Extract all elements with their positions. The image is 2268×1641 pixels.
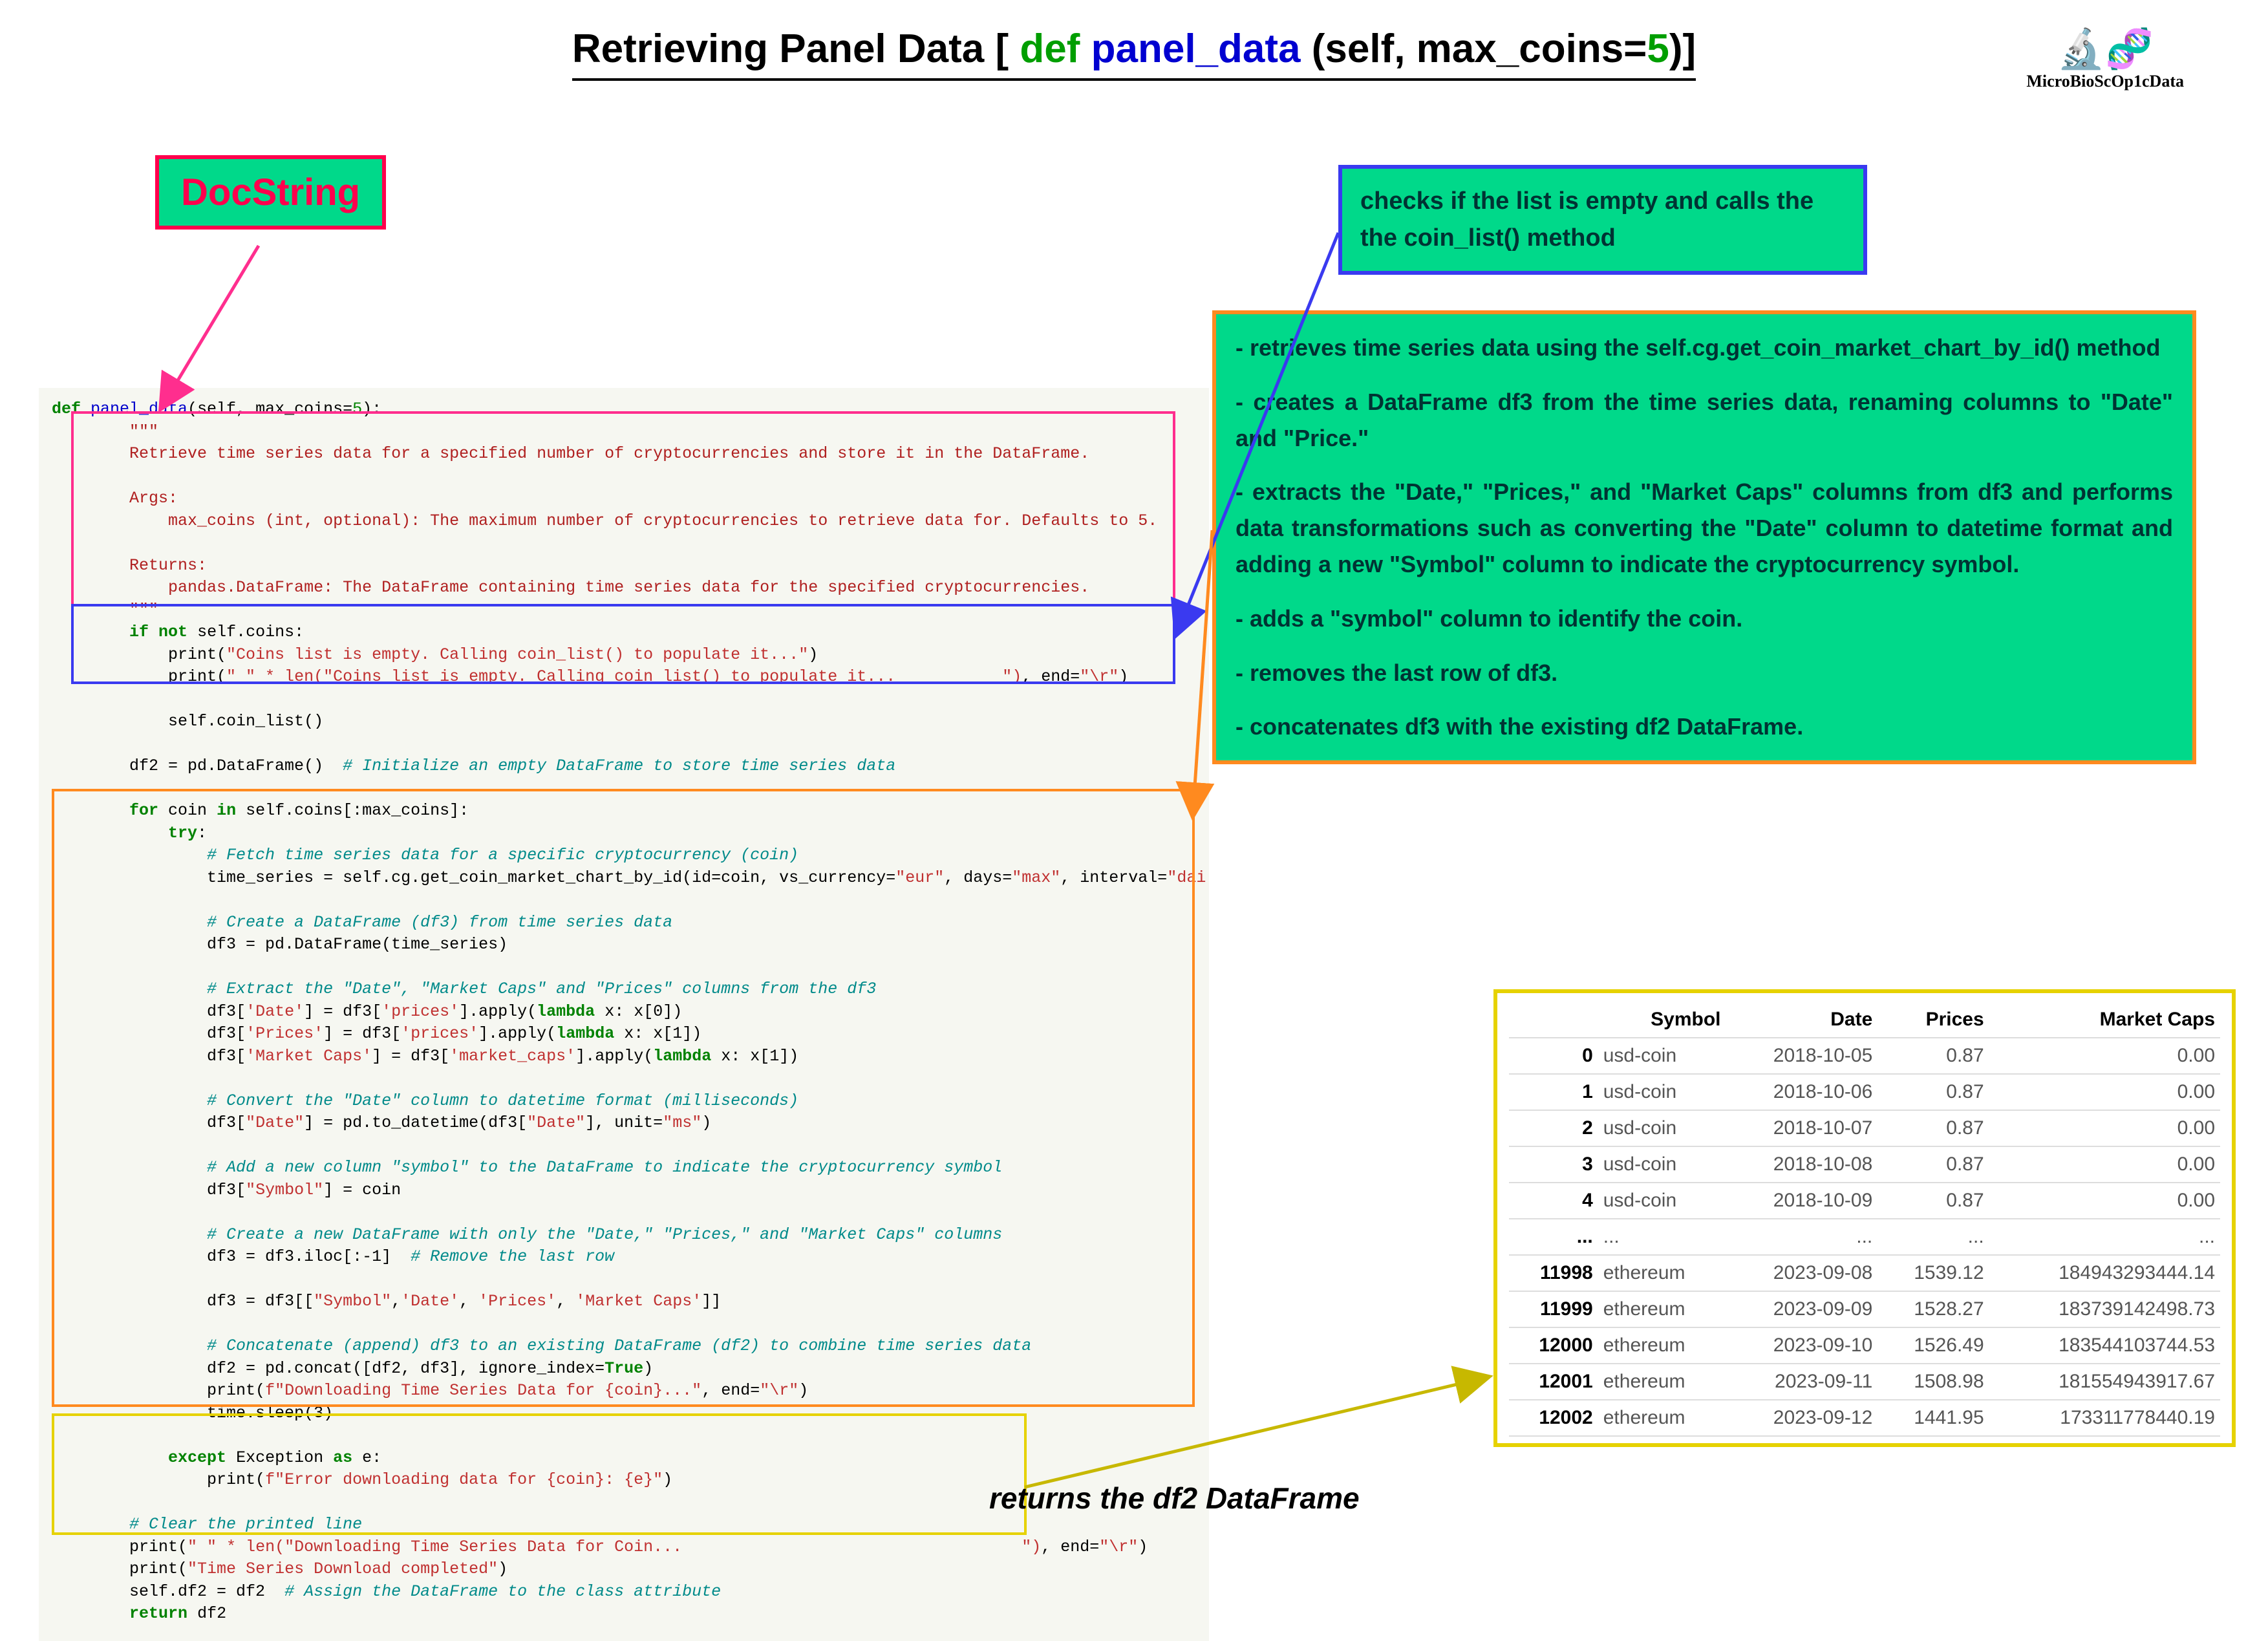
- table-row: 12002ethereum2023-09-121441.951733117784…: [1509, 1400, 2220, 1436]
- logo-block: 🔬🧬 MicroBioScOp1cData: [2026, 26, 2184, 91]
- code-block: def panel_data(self, max_coins=5): """ R…: [39, 388, 1209, 1641]
- returns-label: returns the df2 DataFrame: [989, 1481, 1360, 1516]
- table-row: 0usd-coin2018-10-050.870.00: [1509, 1038, 2220, 1074]
- microscope-dna-icon: 🔬🧬: [2026, 26, 2184, 72]
- title-prefix: Retrieving Panel Data [: [572, 27, 1020, 71]
- dataframe-output: SymbolDatePricesMarket Caps 0usd-coin201…: [1493, 989, 2236, 1447]
- table-row: 3usd-coin2018-10-080.870.00: [1509, 1146, 2220, 1183]
- page-title-wrap: Retrieving Panel Data [ def panel_data (…: [32, 26, 2236, 81]
- callout2-l4: - removes the last row of df3.: [1236, 655, 2173, 691]
- table-row: ...............: [1509, 1219, 2220, 1255]
- callout-check-empty: checks if the list is empty and calls th…: [1338, 165, 1867, 275]
- callout2-l0: - retrieves time series data using the s…: [1236, 330, 2173, 366]
- table-row: 2usd-coin2018-10-070.870.00: [1509, 1110, 2220, 1146]
- callout2-l5: - concatenates df3 with the existing df2…: [1236, 709, 2173, 745]
- title-suffix: )]: [1669, 27, 1696, 71]
- callout2-l3: - adds a "symbol" column to identify the…: [1236, 601, 2173, 637]
- table-row: 12000ethereum2023-09-101526.491835441037…: [1509, 1327, 2220, 1364]
- df-header: Prices: [1878, 1002, 1989, 1038]
- df-header: Date: [1726, 1002, 1878, 1038]
- df-header: Symbol: [1598, 1002, 1726, 1038]
- title-mid: (self, max_coins=: [1301, 27, 1647, 71]
- table-row: 1usd-coin2018-10-060.870.00: [1509, 1074, 2220, 1110]
- title-def: def: [1020, 27, 1091, 71]
- callout2-l1: - creates a DataFrame df3 from the time …: [1236, 384, 2173, 456]
- table-row: 4usd-coin2018-10-090.870.00: [1509, 1183, 2220, 1219]
- title-fn: panel_data: [1091, 27, 1301, 71]
- table-row: 11999ethereum2023-09-091528.271837391424…: [1509, 1291, 2220, 1327]
- df-header: [1509, 1002, 1598, 1038]
- callout2-l2: - extracts the "Date," "Prices," and "Ma…: [1236, 474, 2173, 582]
- df-header: Market Caps: [1989, 1002, 2220, 1038]
- logo-text: MicroBioScOp1cData: [2026, 72, 2184, 91]
- dataframe-table: SymbolDatePricesMarket Caps 0usd-coin201…: [1509, 1002, 2220, 1437]
- page-title: Retrieving Panel Data [ def panel_data (…: [572, 26, 1696, 81]
- title-num: 5: [1647, 27, 1669, 71]
- table-row: 11998ethereum2023-09-081539.121849432934…: [1509, 1255, 2220, 1291]
- docstring-badge: DocString: [155, 155, 386, 230]
- callout-loop-steps: - retrieves time series data using the s…: [1212, 310, 2196, 764]
- table-row: 12001ethereum2023-09-111508.981815549439…: [1509, 1364, 2220, 1400]
